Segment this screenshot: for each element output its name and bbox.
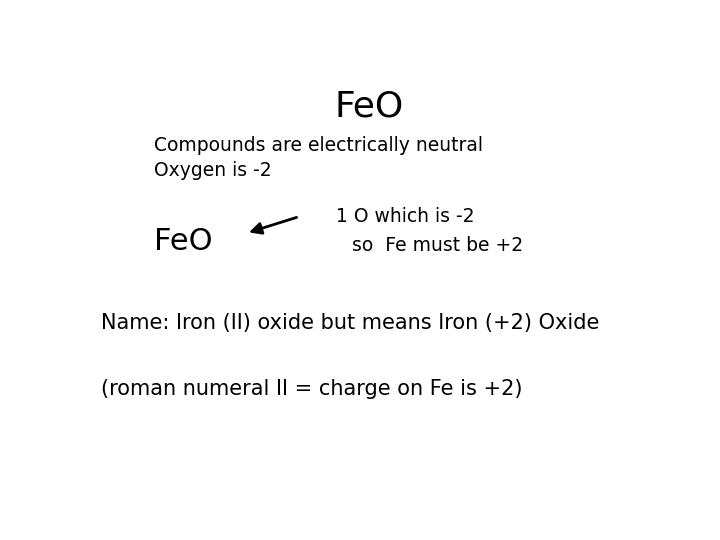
Text: FeO: FeO — [154, 227, 213, 256]
Text: 1 O which is -2: 1 O which is -2 — [336, 207, 474, 226]
Text: Compounds are electrically neutral: Compounds are electrically neutral — [154, 137, 483, 156]
Text: so  Fe must be +2: so Fe must be +2 — [352, 236, 523, 255]
Text: Name: Iron (II) oxide but means Iron (+2) Oxide: Name: Iron (II) oxide but means Iron (+2… — [101, 313, 600, 333]
Text: (roman numeral II = charge on Fe is +2): (roman numeral II = charge on Fe is +2) — [101, 379, 523, 399]
Text: FeO: FeO — [334, 90, 404, 124]
Text: Oxygen is -2: Oxygen is -2 — [154, 161, 271, 180]
